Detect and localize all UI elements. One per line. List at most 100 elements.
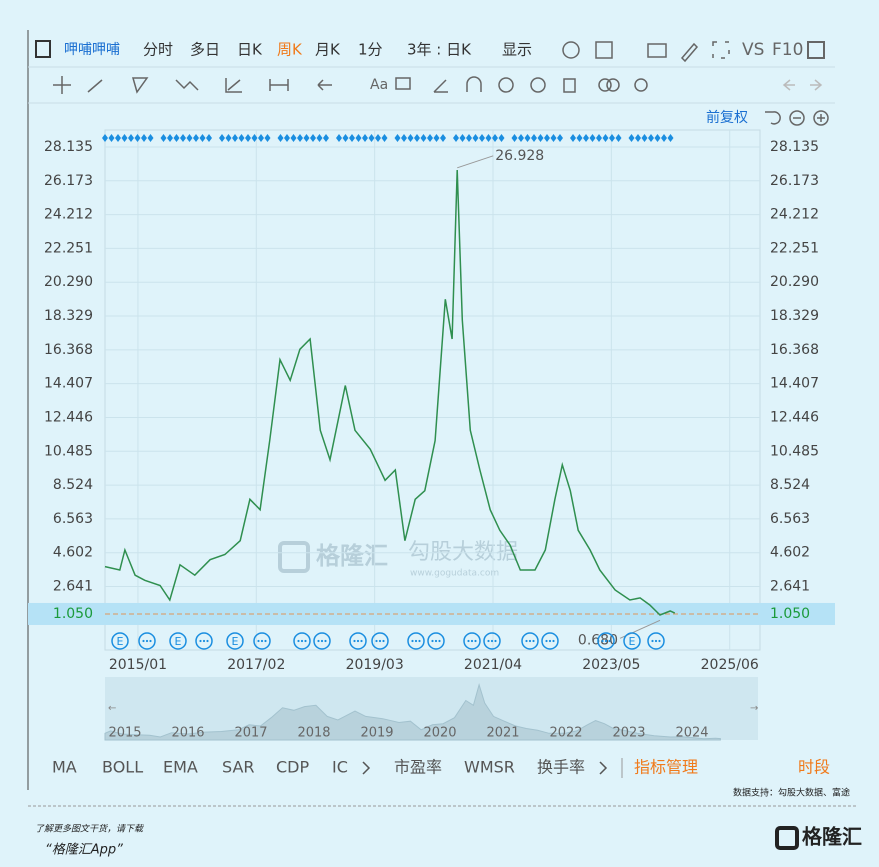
- news-dot: [418, 639, 421, 643]
- fib-tool[interactable]: [225, 78, 242, 93]
- camera-icon[interactable]: [647, 43, 667, 58]
- indicator-tab[interactable]: BOLL: [102, 758, 143, 777]
- fullscreen-icon[interactable]: [712, 41, 730, 59]
- event-marker[interactable]: [111, 632, 129, 650]
- link-tool[interactable]: [606, 78, 620, 92]
- pen-icon[interactable]: [680, 42, 699, 63]
- tab[interactable]: 3年 : 日K: [407, 41, 472, 59]
- sidebar-icon[interactable]: [35, 40, 51, 58]
- indicator-tab[interactable]: EMA: [163, 758, 198, 777]
- hide-tool[interactable]: [530, 77, 546, 93]
- signal-marker: [427, 134, 433, 142]
- news-marker[interactable]: [463, 632, 481, 650]
- news-marker[interactable]: [521, 632, 539, 650]
- arrow-tool[interactable]: [317, 79, 332, 91]
- redo[interactable]: [810, 79, 823, 91]
- angle-tool[interactable]: [433, 79, 448, 93]
- signal-marker: [479, 134, 485, 142]
- indicator-tab[interactable]: CDP: [276, 758, 309, 777]
- last-price-band: [28, 602, 835, 625]
- nav-left[interactable]: ←: [108, 703, 116, 714]
- news-marker[interactable]: [195, 632, 213, 650]
- stock-name[interactable]: 呷哺呷哺: [64, 42, 120, 58]
- text-tool[interactable]: Aa: [370, 77, 388, 93]
- y-tick-label: 10.485: [44, 443, 93, 459]
- news-marker[interactable]: [349, 632, 367, 650]
- tab[interactable]: 周K: [277, 41, 303, 59]
- event-label: E: [175, 635, 182, 648]
- news-marker[interactable]: [647, 632, 665, 650]
- line-tool[interactable]: [87, 79, 103, 93]
- signal-marker: [102, 134, 108, 142]
- y2-tick-label: 8.524: [770, 477, 810, 493]
- period[interactable]: 时段: [798, 758, 830, 777]
- news-marker[interactable]: [541, 632, 559, 650]
- event-marker[interactable]: [169, 632, 187, 650]
- news-marker[interactable]: [483, 632, 501, 650]
- news-marker[interactable]: [407, 632, 425, 650]
- signal-marker: [238, 134, 245, 142]
- indicator-tab[interactable]: SAR: [222, 758, 255, 777]
- indicator-tab[interactable]: 市盈率: [394, 758, 442, 777]
- more-arrow[interactable]: [599, 761, 608, 775]
- news-marker[interactable]: [371, 632, 389, 650]
- color-icon[interactable]: [595, 41, 613, 59]
- news-dot: [658, 639, 661, 643]
- news-marker[interactable]: [293, 632, 311, 650]
- indicator-tab[interactable]: WMSR: [464, 758, 515, 777]
- news-marker[interactable]: [313, 632, 331, 650]
- tab[interactable]: 多日: [190, 41, 220, 59]
- signal-marker: [141, 134, 147, 142]
- undo[interactable]: [782, 79, 795, 91]
- tab[interactable]: 分时: [143, 41, 173, 59]
- measure-tool[interactable]: [269, 79, 289, 91]
- move-tool[interactable]: [53, 76, 71, 94]
- event-marker[interactable]: [226, 632, 244, 650]
- news-marker[interactable]: [597, 632, 615, 650]
- news-dot: [317, 639, 320, 643]
- x-tick-label: 2019/03: [346, 657, 404, 673]
- news-dot: [356, 639, 360, 643]
- wave-tool[interactable]: [175, 79, 199, 91]
- shape-tool[interactable]: [132, 77, 149, 94]
- tab[interactable]: 显示: [502, 41, 532, 59]
- zoom-in: [817, 114, 825, 122]
- news-marker[interactable]: [138, 632, 156, 650]
- app-name: “格隆汇App”: [45, 843, 123, 858]
- navigator-label: 2020: [423, 726, 456, 741]
- indicator-manage[interactable]: 指标管理: [634, 758, 698, 777]
- note-tool[interactable]: [395, 77, 411, 90]
- compare[interactable]: VS: [742, 40, 764, 60]
- indicator-tab[interactable]: MA: [52, 758, 77, 777]
- news-marker[interactable]: [253, 632, 271, 650]
- signal-marker: [414, 134, 420, 142]
- indicator-tab[interactable]: IC: [332, 758, 348, 777]
- news-dot: [438, 639, 441, 643]
- signal-marker: [401, 134, 407, 142]
- delete-tool[interactable]: [563, 78, 576, 93]
- reset-icon[interactable]: [765, 111, 781, 125]
- sync-tool[interactable]: [498, 77, 514, 93]
- tab[interactable]: 月K: [315, 41, 341, 59]
- settings-tool[interactable]: [634, 78, 648, 92]
- f10[interactable]: F10: [772, 40, 803, 60]
- nav-right[interactable]: →: [750, 703, 758, 714]
- news-marker[interactable]: [427, 632, 445, 650]
- more-arrow[interactable]: [362, 761, 371, 775]
- settings-icon[interactable]: [562, 41, 580, 59]
- event-marker[interactable]: [623, 632, 641, 650]
- y2-tick-label: 10.485: [770, 443, 819, 459]
- magnet-tool[interactable]: [466, 76, 482, 92]
- zoom-out[interactable]: [789, 110, 805, 126]
- signal-marker: [147, 134, 154, 142]
- last-price-label: 1.050: [53, 606, 93, 622]
- adjust-mode[interactable]: 前复权: [706, 109, 748, 126]
- zoom-in[interactable]: [813, 110, 829, 126]
- news-dot: [297, 639, 300, 643]
- tab[interactable]: 日K: [237, 41, 263, 59]
- tab[interactable]: 1分: [358, 41, 383, 59]
- indicator-tab[interactable]: 换手率: [537, 758, 585, 777]
- panel-icon[interactable]: [807, 41, 825, 59]
- link-tool[interactable]: [598, 78, 612, 92]
